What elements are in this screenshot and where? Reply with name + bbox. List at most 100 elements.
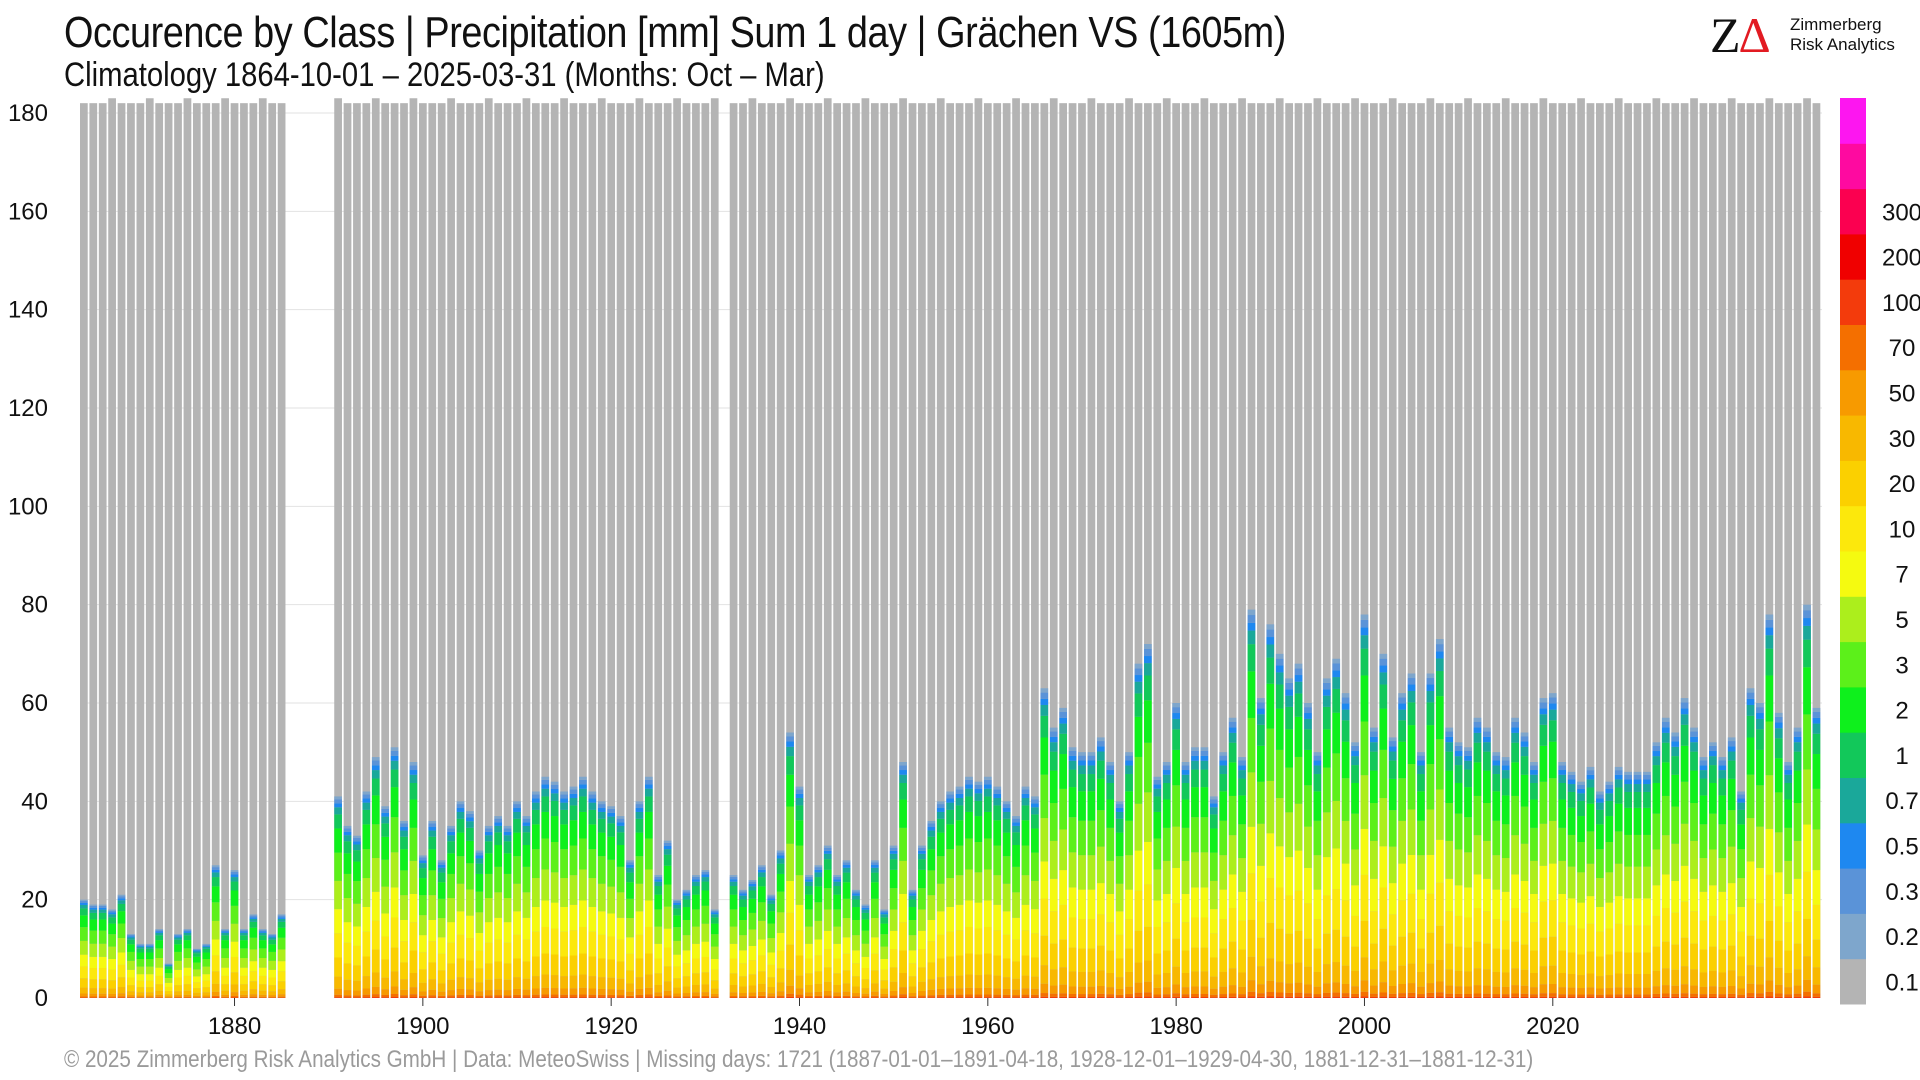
bar-segment-2029-class-100 <box>1633 997 1642 998</box>
bar-segment-1896-class-50 <box>381 989 390 995</box>
bar-segment-1955-class-0_2 <box>936 801 945 805</box>
bar-segment-1906-class-0_2 <box>475 850 484 853</box>
bar-segment-1915-class-50 <box>560 988 568 995</box>
bar-segment-1981-class-0_5 <box>1181 770 1190 775</box>
bar-segment-1985-class-3 <box>1219 820 1228 856</box>
bar-segment-2027-class-3 <box>1614 831 1623 864</box>
bar-segment-1995-class-2 <box>1313 791 1322 821</box>
bar-segment-1967-class-0_5 <box>1049 736 1058 743</box>
bar-segment-2039-class-0_5 <box>1727 746 1736 752</box>
bar-segment-1891-class-1 <box>334 814 342 829</box>
bar-segment-1933-class-7 <box>729 943 738 959</box>
bar-segment-1882-class-0_5 <box>249 917 258 919</box>
bar-segment-1919-class-10 <box>597 934 606 959</box>
bar-segment-1920-class-7 <box>607 913 616 937</box>
bar-segment-1982-class-10 <box>1191 917 1199 948</box>
bar-segment-1952-class-70 <box>908 996 917 998</box>
bar-segment-1940-class-0_3 <box>795 789 804 794</box>
bar-segment-1898-class-100 <box>400 997 408 998</box>
bar-segment-1954-class-0_7 <box>927 830 936 837</box>
bar-segment-1974-class-3 <box>1115 856 1124 884</box>
bar-segment-1953-class-50 <box>918 990 926 996</box>
bar-segment-1880-class-0_3 <box>230 871 239 875</box>
bar-segment-1974-class-100 <box>1115 997 1124 998</box>
bar-segment-2031-class-1 <box>1652 765 1661 783</box>
bar-segment-1966-class-5 <box>1040 818 1049 862</box>
bar-segment-2028-class-7 <box>1624 898 1632 926</box>
bar-segment-1947-class-0_2 <box>861 904 870 906</box>
bar-segment-1880-class-0_2 <box>230 870 239 872</box>
bar-segment-2004-class-3 <box>1398 778 1406 821</box>
bar-segment-2006-class-0_2 <box>1417 752 1425 756</box>
bar-segment-1949-class-30 <box>880 988 889 994</box>
bar-segment-2043-class-0_2 <box>1765 614 1774 620</box>
bar-segment-1965-class-30 <box>1031 976 1039 989</box>
bar-segment-1957-class-5 <box>955 875 964 905</box>
bar-segment-2006-class-10 <box>1417 919 1425 949</box>
bar-segment-1974-class-0_7 <box>1115 811 1124 819</box>
bar-segment-1911-class-100 <box>522 997 531 998</box>
bar-segment-1920-class-0_7 <box>607 816 616 824</box>
bar-segment-1885-class-20 <box>277 981 286 990</box>
bar-dry-days-1896 <box>381 103 390 998</box>
bar-dry-days-1925 <box>654 103 663 998</box>
bar-segment-1882-class-3 <box>249 937 258 950</box>
bar-dry-days-2042 <box>1756 103 1764 998</box>
bar-segment-2033-class-0_7 <box>1671 746 1680 757</box>
bar-segment-1951-class-0_5 <box>899 770 907 775</box>
bar-segment-1871-class-10 <box>145 980 154 988</box>
bar-segment-1940-class-7 <box>795 904 804 931</box>
bar-segment-2035-class-2 <box>1690 770 1698 804</box>
bar-segment-1964-class-0_7 <box>1021 797 1030 806</box>
bar-segment-2037-class-5 <box>1709 849 1717 886</box>
bar-segment-1977-class-30 <box>1144 960 1152 982</box>
bar-segment-1909-class-30 <box>503 979 512 991</box>
bar-segment-2013-class-30 <box>1483 969 1491 986</box>
bar-segment-1879-class-2 <box>221 940 229 949</box>
bar-segment-1941-class-3 <box>805 909 813 927</box>
bar-segment-2021-class-0_3 <box>1558 765 1567 771</box>
bar-segment-1903-class-7 <box>447 922 455 943</box>
bar-segment-1996-class-0_5 <box>1322 689 1331 696</box>
bar-segment-1977-class-20 <box>1144 926 1152 961</box>
bar-segment-1943-class-5 <box>823 909 832 931</box>
bar-segment-1987-class-0_2 <box>1238 757 1246 761</box>
bar-segment-1968-class-2 <box>1059 754 1068 789</box>
bar-dry-days-2036 <box>1699 103 1708 998</box>
bar-segment-1899-class-0_7 <box>409 774 418 784</box>
bar-segment-2017-class-10 <box>1520 912 1529 945</box>
bar-segment-2021-class-30 <box>1558 972 1567 988</box>
bar-segment-1999-class-0_2 <box>1351 742 1359 746</box>
bar-segment-2045-class-3 <box>1784 827 1793 861</box>
bar-segment-1947-class-7 <box>861 956 870 969</box>
bar-segment-1926-class-30 <box>663 981 672 991</box>
bar-segment-1978-class-2 <box>1153 811 1162 839</box>
bar-segment-1934-class-1 <box>739 899 747 908</box>
bar-segment-1891-class-0_5 <box>334 803 342 808</box>
bar-segment-1948-class-0_2 <box>870 860 879 863</box>
bar-segment-1885-class-70 <box>277 996 286 998</box>
bar-segment-1953-class-1 <box>918 859 926 870</box>
bar-segment-1915-class-20 <box>560 956 568 977</box>
bar-segment-1919-class-7 <box>597 911 606 935</box>
bar-segment-1923-class-0_2 <box>635 801 644 805</box>
bar-segment-1902-class-30 <box>437 983 446 992</box>
bar-segment-1896-class-5 <box>381 886 390 914</box>
bar-segment-1901-class-7 <box>428 919 437 942</box>
bar-segment-1917-class-10 <box>579 926 587 954</box>
bar-segment-1907-class-100 <box>484 997 493 998</box>
bar-segment-1882-class-0_3 <box>249 915 258 918</box>
bar-segment-1991-class-0_7 <box>1275 672 1284 685</box>
bar-segment-2000-class-7 <box>1360 828 1369 875</box>
bar-segment-1914-class-0_5 <box>550 789 559 794</box>
bar-segment-1968-class-20 <box>1059 939 1068 968</box>
bar-segment-1941-class-20 <box>805 973 813 985</box>
bar-segment-1921-class-5 <box>616 892 625 918</box>
bar-segment-1912-class-0_3 <box>531 794 540 799</box>
bar-segment-1941-class-0_2 <box>805 875 813 877</box>
bar-dry-days-1969 <box>1068 103 1077 998</box>
bar-segment-2036-class-0_7 <box>1699 770 1708 779</box>
bar-segment-1925-class-0_5 <box>654 879 663 882</box>
bar-segment-1868-class-0_3 <box>117 896 126 899</box>
bar-segment-1964-class-10 <box>1021 930 1030 956</box>
